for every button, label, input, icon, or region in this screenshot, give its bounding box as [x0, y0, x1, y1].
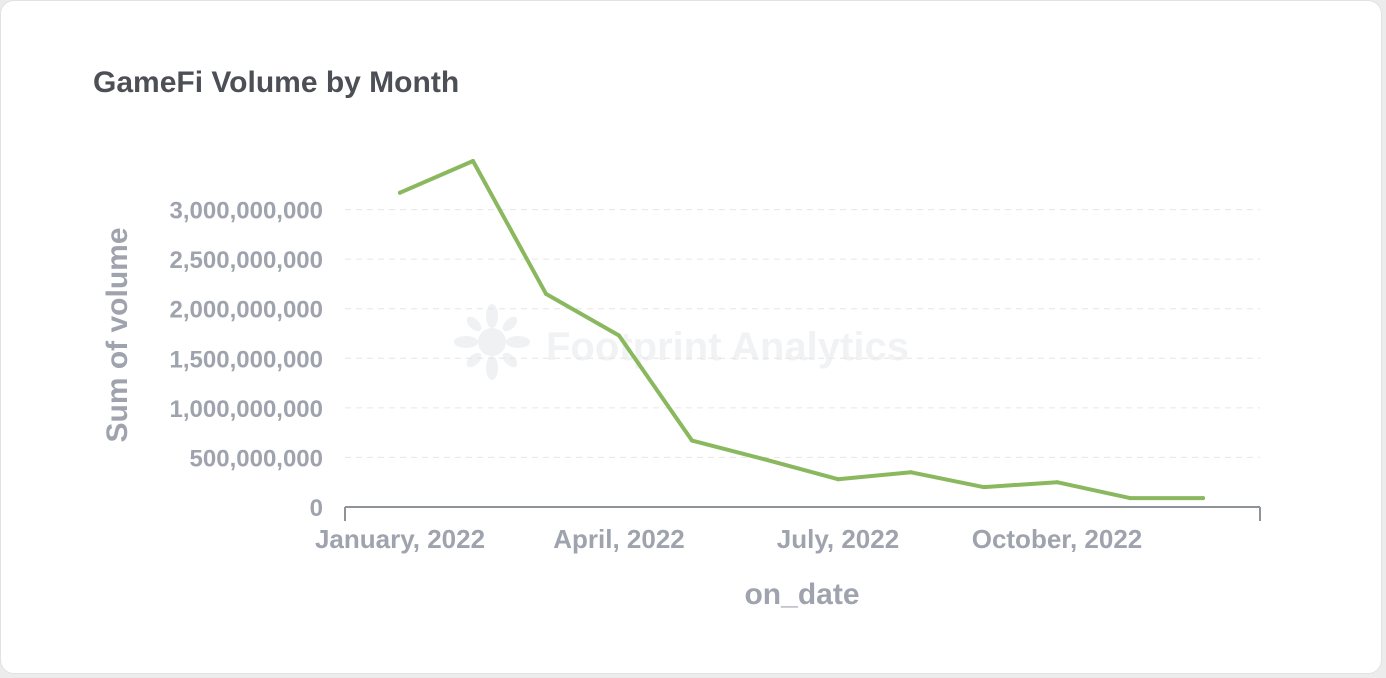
y-tick-label: 2,000,000,000 — [170, 297, 323, 324]
data-point — [982, 485, 986, 490]
y-axis-ticks: 0 500,000,000 1,000,000,000 1,500,000,000 2,… — [170, 198, 323, 522]
watermark: Footprint Analytics — [454, 304, 909, 380]
x-axis-ticks: January, 2022 April, 2022 July, 2022 Octobe… — [315, 524, 1142, 554]
y-tick-label: 500,000,000 — [190, 445, 323, 472]
data-point — [1055, 480, 1059, 485]
x-tick-label: October, 2022 — [972, 524, 1143, 554]
data-point — [471, 158, 475, 163]
x-tick-label: July, 2022 — [777, 524, 899, 554]
y-tick-label: 1,000,000,000 — [170, 396, 323, 423]
data-point — [763, 457, 767, 462]
y-tick-label: 3,000,000,000 — [170, 198, 323, 225]
data-point — [690, 438, 694, 443]
y-tick-label: 1,500,000,000 — [170, 346, 323, 373]
x-axis-label: on_date — [744, 578, 859, 611]
series-layer — [398, 158, 1205, 501]
data-point — [836, 477, 840, 482]
data-point — [544, 291, 548, 296]
chart-title: GameFi Volume by Month — [93, 66, 460, 99]
data-point — [1201, 496, 1205, 501]
x-tick-label: April, 2022 — [553, 524, 685, 554]
watermark-text: Footprint Analytics — [546, 325, 909, 369]
y-tick-label: 2,500,000,000 — [170, 247, 323, 274]
data-point — [909, 470, 913, 475]
y-tick-label: 0 — [310, 495, 323, 522]
x-axis — [344, 506, 1261, 521]
grid-lines — [345, 209, 1260, 458]
footprint-logo-icon — [454, 304, 530, 380]
y-axis-label: Sum of volume — [101, 227, 134, 442]
data-point — [617, 333, 621, 338]
data-point — [1128, 496, 1132, 501]
series-line — [398, 158, 1205, 501]
x-tick-label: January, 2022 — [315, 524, 485, 554]
data-point — [398, 190, 402, 195]
